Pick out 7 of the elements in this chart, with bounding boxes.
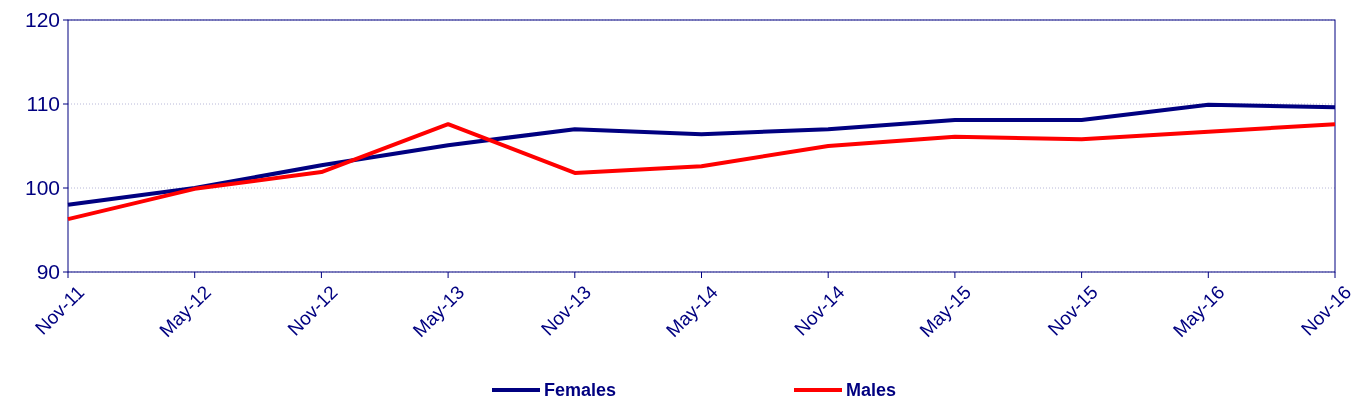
legend-label: Males: [846, 380, 897, 401]
legend-label: Females: [544, 380, 617, 401]
y-tick-label: 120: [24, 8, 60, 32]
y-tick-label: 90: [36, 260, 60, 284]
y-tick-label: 110: [26, 92, 60, 116]
y-tick-label: 100: [24, 176, 60, 200]
line-series: [66, 122, 1337, 222]
